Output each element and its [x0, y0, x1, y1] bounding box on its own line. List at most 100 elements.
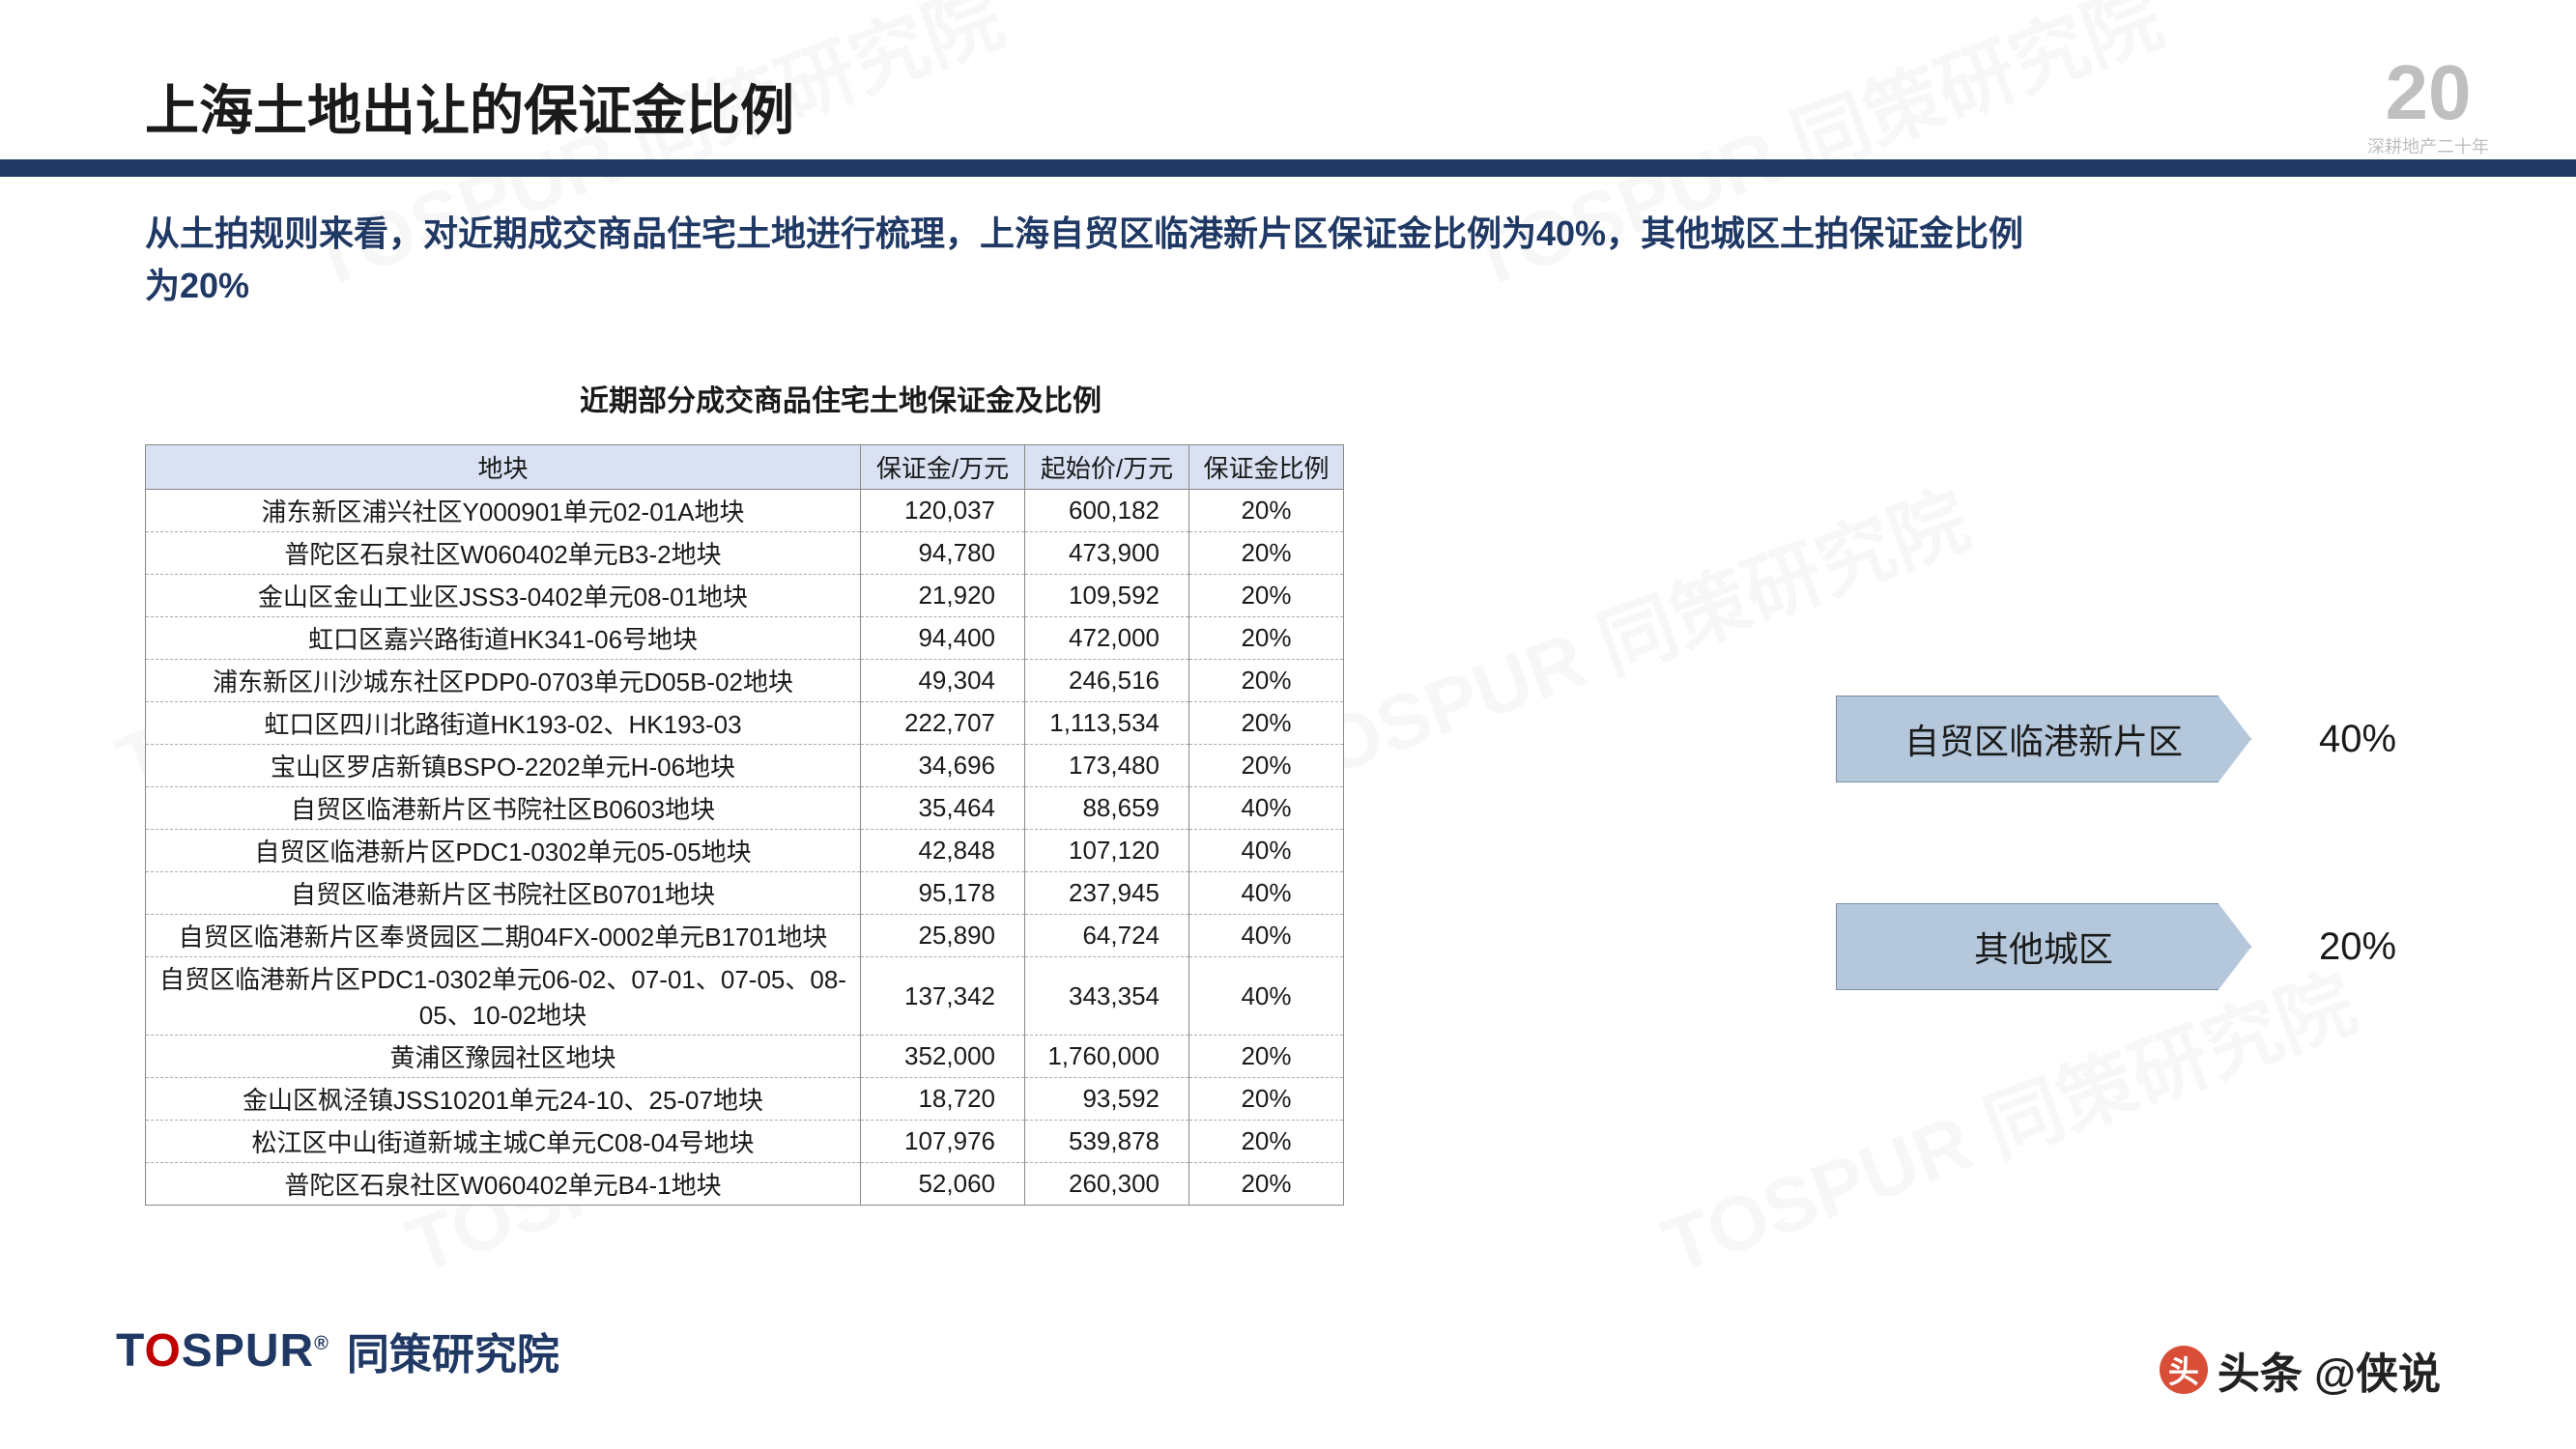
cell-plot: 金山区枫泾镇JSS10201单元24-10、25-07地块: [146, 1078, 861, 1121]
table-row: 金山区枫泾镇JSS10201单元24-10、25-07地块18,72093,59…: [146, 1078, 1344, 1121]
table-row: 松江区中山街道新城主城C单元C08-04号地块107,976539,87820%: [146, 1121, 1344, 1163]
cell-ratio: 20%: [1189, 617, 1344, 660]
cell-plot: 普陀区石泉社区W060402单元B3-2地块: [146, 532, 861, 575]
logo-en: TOSPUR®: [116, 1324, 329, 1378]
cell-startprice: 93,592: [1025, 1078, 1189, 1121]
cell-plot: 自贸区临港新片区PDC1-0302单元06-02、07-01、07-05、08-…: [146, 957, 861, 1036]
attribution-text: 头条 @侠说: [2218, 1339, 2441, 1401]
cell-ratio: 20%: [1189, 745, 1344, 787]
cell-startprice: 88,659: [1025, 787, 1189, 830]
table-header-row: 地块 保证金/万元 起始价/万元 保证金比例: [146, 445, 1344, 490]
cell-deposit: 94,400: [861, 617, 1025, 660]
cell-deposit: 222,707: [861, 702, 1025, 745]
cell-ratio: 20%: [1189, 490, 1344, 532]
table-caption: 近期部分成交商品住宅土地保证金及比例: [580, 377, 1102, 419]
cell-deposit: 18,720: [861, 1078, 1025, 1121]
table-row: 金山区金山工业区JSS3-0402单元08-01地块21,920109,5922…: [146, 575, 1344, 617]
table-row: 普陀区石泉社区W060402单元B3-2地块94,780473,90020%: [146, 532, 1344, 575]
anniversary-logo: 20 深耕地产二十年: [2367, 58, 2489, 158]
watermark: TOSPUR 同策研究院: [1646, 942, 2368, 1296]
cell-plot: 金山区金山工业区JSS3-0402单元08-01地块: [146, 575, 861, 617]
cell-startprice: 1,760,000: [1025, 1036, 1189, 1078]
table-row: 自贸区临港新片区PDC1-0302单元05-05地块42,848107,1204…: [146, 830, 1344, 872]
table-row: 普陀区石泉社区W060402单元B4-1地块52,060260,30020%: [146, 1163, 1344, 1206]
cell-plot: 普陀区石泉社区W060402单元B4-1地块: [146, 1163, 861, 1206]
slide-subtitle: 从土拍规则来看，对近期成交商品住宅土地进行梳理，上海自贸区临港新片区保证金比例为…: [145, 208, 2029, 312]
cell-startprice: 472,000: [1025, 617, 1189, 660]
table-row: 浦东新区浦兴社区Y000901单元02-01A地块120,037600,1822…: [146, 490, 1344, 532]
cell-plot: 浦东新区川沙城东社区PDP0-0703单元D05B-02地块: [146, 660, 861, 702]
table-row: 虹口区嘉兴路街道HK341-06号地块94,400472,00020%: [146, 617, 1344, 660]
cell-ratio: 20%: [1189, 575, 1344, 617]
col-plot: 地块: [146, 445, 861, 490]
cell-plot: 虹口区嘉兴路街道HK341-06号地块: [146, 617, 861, 660]
logo-cn: 同策研究院: [347, 1320, 559, 1381]
table-row: 自贸区临港新片区奉贤园区二期04FX-0002单元B1701地块25,89064…: [146, 915, 1344, 957]
cell-ratio: 20%: [1189, 1121, 1344, 1163]
cell-startprice: 260,300: [1025, 1163, 1189, 1206]
cell-startprice: 539,878: [1025, 1121, 1189, 1163]
cell-plot: 宝山区罗店新镇BSPO-2202单元H-06地块: [146, 745, 861, 787]
cell-plot: 自贸区临港新片区奉贤园区二期04FX-0002单元B1701地块: [146, 915, 861, 957]
callout-value: 40%: [2319, 718, 2396, 761]
cell-ratio: 40%: [1189, 830, 1344, 872]
cell-plot: 松江区中山街道新城主城C单元C08-04号地块: [146, 1121, 861, 1163]
cell-deposit: 49,304: [861, 660, 1025, 702]
table-row: 虹口区四川北路街道HK193-02、HK193-03222,7071,113,5…: [146, 702, 1344, 745]
cell-startprice: 237,945: [1025, 872, 1189, 915]
cell-ratio: 20%: [1189, 532, 1344, 575]
cell-startprice: 246,516: [1025, 660, 1189, 702]
cell-startprice: 173,480: [1025, 745, 1189, 787]
cell-startprice: 343,354: [1025, 957, 1189, 1036]
slide-title: 上海土地出让的保证金比例: [145, 68, 794, 146]
cell-deposit: 352,000: [861, 1036, 1025, 1078]
table-row: 宝山区罗店新镇BSPO-2202单元H-06地块34,696173,48020%: [146, 745, 1344, 787]
col-deposit: 保证金/万元: [861, 445, 1025, 490]
cell-deposit: 94,780: [861, 532, 1025, 575]
cell-deposit: 107,976: [861, 1121, 1025, 1163]
cell-ratio: 40%: [1189, 787, 1344, 830]
anniversary-number: 20: [2386, 58, 2472, 128]
cell-deposit: 34,696: [861, 745, 1025, 787]
table-row: 浦东新区川沙城东社区PDP0-0703单元D05B-02地块49,304246,…: [146, 660, 1344, 702]
callout-value: 20%: [2319, 925, 2396, 969]
cell-deposit: 95,178: [861, 872, 1025, 915]
cell-ratio: 20%: [1189, 1163, 1344, 1206]
col-startprice: 起始价/万元: [1025, 445, 1189, 490]
callout-other-districts: 其他城区 20%: [1836, 903, 2396, 990]
title-underline-bar: [0, 159, 2576, 177]
cell-plot: 自贸区临港新片区PDC1-0302单元05-05地块: [146, 830, 861, 872]
cell-startprice: 107,120: [1025, 830, 1189, 872]
cell-deposit: 35,464: [861, 787, 1025, 830]
table-row: 自贸区临港新片区书院社区B0603地块35,46488,65940%: [146, 787, 1344, 830]
cell-plot: 浦东新区浦兴社区Y000901单元02-01A地块: [146, 490, 861, 532]
cell-deposit: 25,890: [861, 915, 1025, 957]
deposit-table: 地块 保证金/万元 起始价/万元 保证金比例 浦东新区浦兴社区Y000901单元…: [145, 444, 1344, 1206]
cell-deposit: 120,037: [861, 490, 1025, 532]
callout-freetrade-zone: 自贸区临港新片区 40%: [1836, 696, 2396, 782]
cell-ratio: 40%: [1189, 957, 1344, 1036]
cell-plot: 虹口区四川北路街道HK193-02、HK193-03: [146, 702, 861, 745]
cell-deposit: 137,342: [861, 957, 1025, 1036]
cell-startprice: 64,724: [1025, 915, 1189, 957]
cell-deposit: 52,060: [861, 1163, 1025, 1206]
cell-startprice: 109,592: [1025, 575, 1189, 617]
cell-ratio: 40%: [1189, 915, 1344, 957]
cell-ratio: 20%: [1189, 660, 1344, 702]
anniversary-text: 深耕地产二十年: [2367, 133, 2489, 158]
cell-deposit: 42,848: [861, 830, 1025, 872]
cell-deposit: 21,920: [861, 575, 1025, 617]
attribution-icon: 头: [2160, 1346, 2208, 1394]
cell-plot: 自贸区临港新片区书院社区B0603地块: [146, 787, 861, 830]
cell-ratio: 20%: [1189, 702, 1344, 745]
cell-ratio: 20%: [1189, 1078, 1344, 1121]
table-row: 黄浦区豫园社区地块352,0001,760,00020%: [146, 1036, 1344, 1078]
cell-plot: 黄浦区豫园社区地块: [146, 1036, 861, 1078]
col-ratio: 保证金比例: [1189, 445, 1344, 490]
table-row: 自贸区临港新片区书院社区B0701地块95,178237,94540%: [146, 872, 1344, 915]
cell-plot: 自贸区临港新片区书院社区B0701地块: [146, 872, 861, 915]
footer-brand-logo: TOSPUR® 同策研究院: [116, 1320, 559, 1381]
footer-attribution: 头 头条 @侠说: [2160, 1339, 2441, 1401]
cell-startprice: 600,182: [1025, 490, 1189, 532]
callout-label: 自贸区临港新片区: [1836, 696, 2251, 782]
